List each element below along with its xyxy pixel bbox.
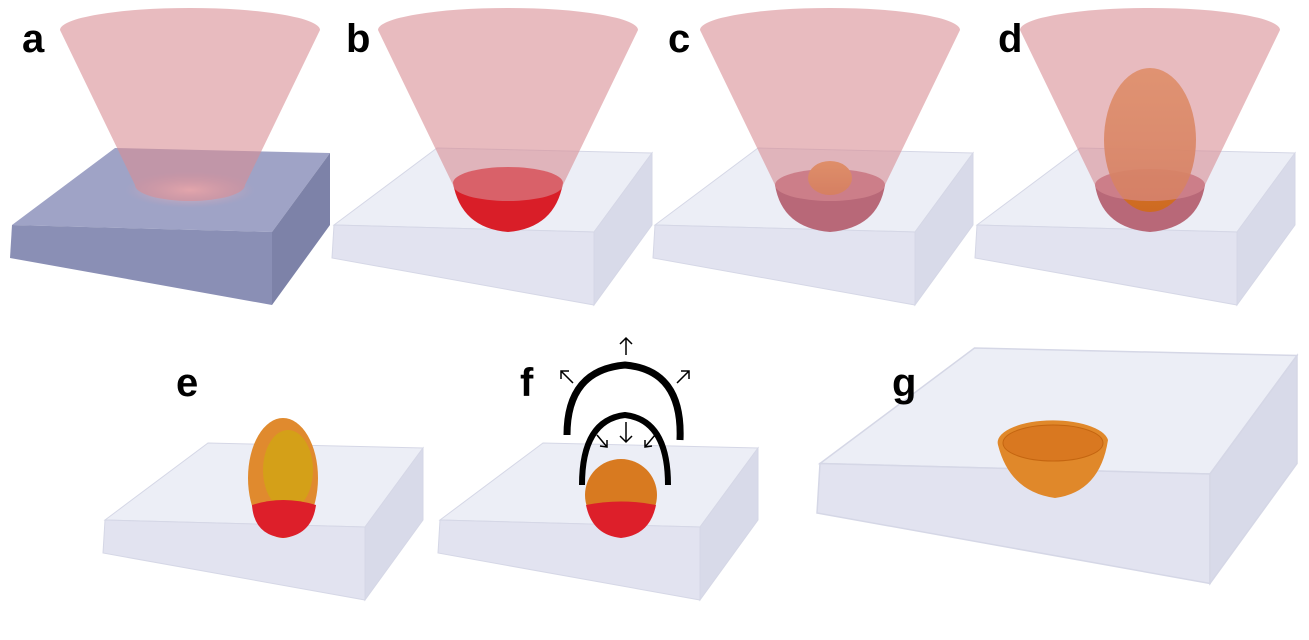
panel-label: d	[998, 17, 1022, 61]
panel-e	[103, 418, 423, 600]
panel-label: a	[22, 17, 45, 61]
shell-rim	[1003, 425, 1103, 461]
panel-label: f	[520, 361, 534, 405]
expansion-arc	[567, 365, 680, 440]
page: {"panels": [{"label": "a"}, {"label": "b…	[0, 0, 1309, 640]
bubble-core	[263, 430, 313, 510]
panel-label: g	[892, 361, 916, 405]
panel-f	[438, 338, 758, 600]
substrate-front	[10, 225, 272, 305]
panel-label: e	[176, 361, 198, 405]
figure: a b c d e f g	[0, 0, 1309, 640]
panel-d	[975, 8, 1295, 305]
panel-g	[817, 348, 1297, 584]
panel-label: b	[346, 17, 370, 61]
panel-label: c	[668, 17, 690, 61]
panel-a	[10, 8, 330, 305]
panel-b	[332, 8, 652, 305]
panel-c	[653, 8, 973, 305]
